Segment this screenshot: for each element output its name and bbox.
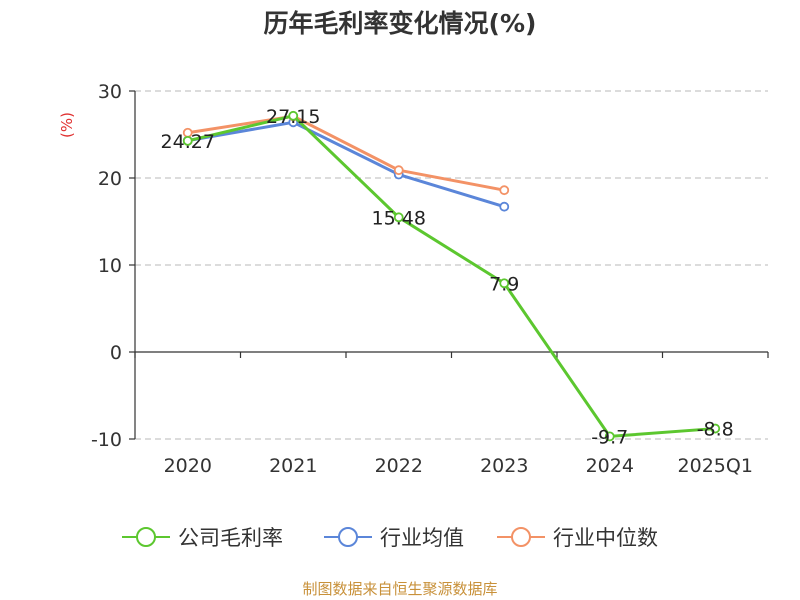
x-tick-label: 2023 — [480, 455, 528, 477]
legend-marker — [338, 527, 358, 547]
data-point — [710, 423, 721, 434]
grid-lines — [135, 90, 768, 440]
data-label: 7.9 — [489, 273, 519, 295]
legend-marker — [511, 527, 531, 547]
x-tick-label: 2025Q1 — [678, 455, 753, 477]
data-point — [393, 212, 404, 223]
legend-label: 行业均值 — [380, 526, 464, 550]
x-tick-label: 2024 — [586, 455, 634, 477]
series-line — [186, 120, 506, 209]
data-point — [499, 201, 510, 212]
y-tick-label: -10 — [91, 429, 122, 451]
y-tick-label: 30 — [98, 81, 122, 103]
legend: 公司毛利率 行业均值 行业中位数 — [122, 526, 658, 550]
data-label: -9.7 — [591, 426, 628, 448]
source-note: 制图数据来自恒生聚源数据库 — [302, 580, 498, 598]
x-tick-label: 2020 — [164, 455, 212, 477]
data-label: 27.15 — [266, 106, 320, 128]
y-tick-label: 20 — [98, 168, 122, 190]
series-lines — [182, 110, 721, 442]
chart-title: 历年毛利率变化情况(%) — [263, 9, 537, 38]
y-axis-label: (%) — [58, 112, 76, 138]
series-line — [186, 114, 506, 192]
legend-label: 公司毛利率 — [178, 526, 283, 550]
data-point — [499, 185, 510, 196]
data-point — [182, 135, 193, 146]
y-tick-label: 0 — [110, 342, 122, 364]
data-point — [499, 278, 510, 289]
data-labels: 24.27 27.15 15.48 7.9 -9.7 -8.8 — [161, 106, 734, 449]
data-point — [288, 110, 299, 121]
x-tick-label: 2021 — [269, 455, 317, 477]
data-point — [604, 431, 615, 442]
x-tick-label: 2022 — [375, 455, 423, 477]
axes: 30 20 10 0 -10 (%) 2020 2021 2022 2023 2024 2025Q1 — [58, 81, 769, 477]
data-point — [393, 165, 404, 176]
legend-marker — [136, 527, 156, 547]
y-tick-label: 10 — [98, 255, 122, 277]
series-line — [186, 114, 717, 438]
data-label: 15.48 — [372, 207, 426, 229]
data-label: -8.8 — [697, 419, 734, 441]
legend-label: 行业中位数 — [553, 526, 658, 550]
data-label: 24.27 — [161, 131, 215, 153]
